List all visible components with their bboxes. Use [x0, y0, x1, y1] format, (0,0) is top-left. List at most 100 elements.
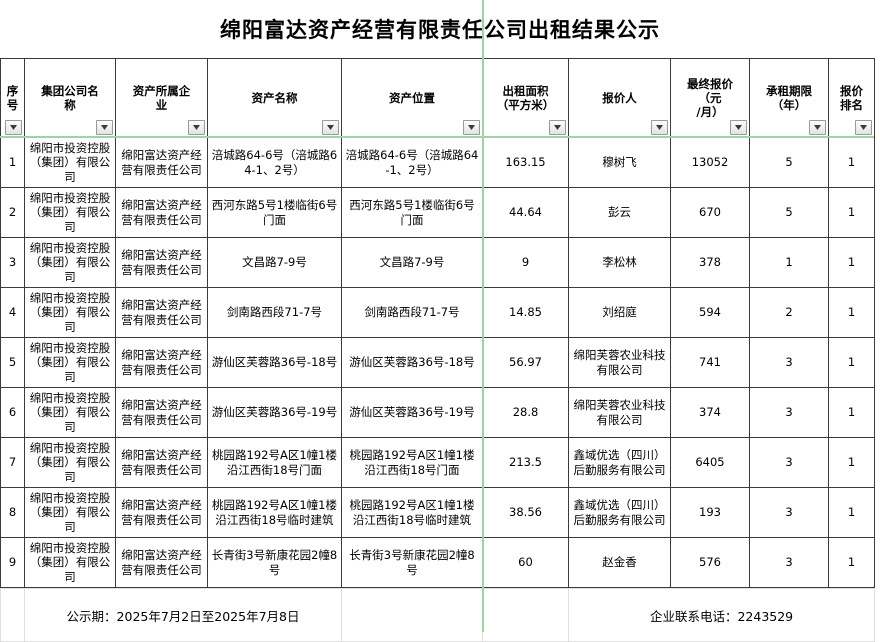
- cell-bidder: 鑫域优选（四川）后勤服务有限公司: [568, 437, 671, 488]
- filter-dropdown-icon-loc[interactable]: [463, 120, 480, 135]
- column-header-seq[interactable]: 序 号: [0, 58, 25, 138]
- filter-dropdown-icon-term[interactable]: [809, 120, 826, 135]
- footer-cell-spacer-area: [482, 588, 570, 642]
- cell-area: 56.97: [482, 337, 569, 388]
- cell-name: 长青街3号新康花园2幢8号: [207, 537, 342, 588]
- header-label-area-line2: （平方米）: [496, 98, 555, 112]
- cell-ent: 绵阳富达资产经营有限责任公司: [115, 337, 208, 388]
- footer-publicity-period: 公示期：2025年7月2日至2025年7月8日: [23, 588, 343, 642]
- cell-area: 60: [482, 537, 569, 588]
- column-header-loc[interactable]: 资产位置: [341, 58, 483, 138]
- cell-ent: 绵阳富达资产经营有限责任公司: [115, 487, 208, 538]
- cell-ent: 绵阳富达资产经营有限责任公司: [115, 237, 208, 288]
- filter-dropdown-icon-seq[interactable]: [5, 120, 22, 135]
- cell-loc: 长青街3号新康花园2幢8号: [341, 537, 483, 588]
- cell-group: 绵阳市投资控股（集团）有限公司: [24, 287, 116, 338]
- header-label-name: 资产名称: [251, 90, 298, 105]
- filter-dropdown-icon-price[interactable]: [730, 120, 747, 135]
- cell-term: 5: [749, 187, 829, 238]
- cell-group: 绵阳市投资控股（集团）有限公司: [24, 187, 116, 238]
- cell-term: 3: [749, 337, 829, 388]
- page-title-bar: 绵阳富达资产经营有限责任公司出租结果公示: [0, 0, 880, 58]
- cell-price: 13052: [670, 137, 750, 188]
- column-header-name[interactable]: 资产名称: [207, 58, 342, 138]
- cell-seq: 3: [0, 237, 25, 288]
- cell-group: 绵阳市投资控股（集团）有限公司: [24, 237, 116, 288]
- filter-dropdown-icon-name[interactable]: [322, 120, 339, 135]
- cell-bidder: 刘绍庭: [568, 287, 671, 338]
- column-header-rank[interactable]: 报价 排名: [828, 58, 875, 138]
- cell-bidder: 绵阳芙蓉农业科技有限公司: [568, 387, 671, 438]
- cell-term: 3: [749, 537, 829, 588]
- column-header-area[interactable]: 出租面积 （平方米）: [482, 58, 569, 138]
- header-label-price-line2: （元: [698, 90, 722, 105]
- cell-loc: 剑南路西段71-7号: [341, 287, 483, 338]
- header-label-ent-line2: 业: [155, 98, 168, 112]
- cell-rank: 1: [828, 337, 875, 388]
- table-row: 1 绵阳市投资控股（集团）有限公司 绵阳富达资产经营有限责任公司 涪城路64-6号（涪…: [0, 137, 875, 188]
- cell-rank: 1: [828, 537, 875, 588]
- footer-cell-spacer-loc: [341, 588, 484, 642]
- table-body: 1 绵阳市投资控股（集团）有限公司 绵阳富达资产经营有限责任公司 涪城路64-6号（涪…: [0, 137, 875, 588]
- header-label-seq-line1: 序: [6, 83, 19, 98]
- cell-area: 9: [482, 237, 569, 288]
- cell-name: 游仙区芙蓉路36号-18号: [207, 337, 342, 388]
- filter-dropdown-icon-ent[interactable]: [188, 120, 205, 135]
- table-row: 8 绵阳市投资控股（集团）有限公司 绵阳富达资产经营有限责任公司 桃园路192号A区1…: [0, 487, 875, 538]
- footer-cell-spacer-left: [0, 588, 25, 642]
- table-row: 9 绵阳市投资控股（集团）有限公司 绵阳富达资产经营有限责任公司 长青街3号新康花园2…: [0, 537, 875, 588]
- cell-bidder: 鑫域优选（四川）后勤服务有限公司: [568, 487, 671, 538]
- cell-group: 绵阳市投资控股（集团）有限公司: [24, 387, 116, 438]
- table-row: 3 绵阳市投资控股（集团）有限公司 绵阳富达资产经营有限责任公司 文昌路7-9号 文昌路…: [0, 237, 875, 288]
- cell-ent: 绵阳富达资产经营有限责任公司: [115, 187, 208, 238]
- cell-name: 桃园路192号A区1幢1楼沿江西街18号门面: [207, 437, 342, 488]
- column-header-term[interactable]: 承租期限 （年）: [749, 58, 829, 138]
- frozen-pane-vertical-divider: [482, 0, 484, 632]
- cell-price: 576: [670, 537, 750, 588]
- header-label-term-line1: 承租期限: [766, 83, 812, 98]
- cell-group: 绵阳市投资控股（集团）有限公司: [24, 337, 116, 388]
- cell-group: 绵阳市投资控股（集团）有限公司: [24, 537, 116, 588]
- column-header-price[interactable]: 最终报价 （元 /月）: [670, 58, 750, 138]
- cell-rank: 1: [828, 387, 875, 438]
- cell-group: 绵阳市投资控股（集团）有限公司: [24, 137, 116, 188]
- filter-dropdown-icon-rank[interactable]: [855, 120, 872, 135]
- column-header-group[interactable]: 集团公司名 称: [24, 58, 116, 138]
- cell-name: 文昌路7-9号: [207, 237, 342, 288]
- column-header-bidder[interactable]: 报价人: [568, 58, 671, 138]
- header-label-group-line1: 集团公司名: [41, 83, 99, 98]
- cell-name: 桃园路192号A区1幢1楼沿江西街18号临时建筑: [207, 487, 342, 538]
- filter-dropdown-icon-area[interactable]: [549, 120, 566, 135]
- cell-group: 绵阳市投资控股（集团）有限公司: [24, 487, 116, 538]
- cell-price: 378: [670, 237, 750, 288]
- cell-term: 2: [749, 287, 829, 338]
- cell-area: 14.85: [482, 287, 569, 338]
- cell-term: 3: [749, 487, 829, 538]
- table-row: 6 绵阳市投资控股（集团）有限公司 绵阳富达资产经营有限责任公司 游仙区芙蓉路36号-…: [0, 387, 875, 438]
- cell-ent: 绵阳富达资产经营有限责任公司: [115, 437, 208, 488]
- cell-price: 741: [670, 337, 750, 388]
- cell-seq: 6: [0, 387, 25, 438]
- footer-row: 公示期：2025年7月2日至2025年7月8日 企业联系电话：2243529: [0, 588, 876, 642]
- cell-name: 涪城路64-6号（涪城路64-1、2号）: [207, 137, 342, 188]
- cell-name: 西河东路5号1楼临街6号门面: [207, 187, 342, 238]
- filter-dropdown-icon-group[interactable]: [96, 120, 113, 135]
- table-row: 2 绵阳市投资控股（集团）有限公司 绵阳富达资产经营有限责任公司 西河东路5号1楼临街…: [0, 187, 875, 238]
- header-label-area-line1: 出租面积: [502, 83, 549, 98]
- cell-name: 剑南路西段71-7号: [207, 287, 342, 338]
- cell-rank: 1: [828, 137, 875, 188]
- cell-loc: 涪城路64-6号（涪城路64-1、2号）: [341, 137, 483, 188]
- table-row: 7 绵阳市投资控股（集团）有限公司 绵阳富达资产经营有限责任公司 桃园路192号A区1…: [0, 437, 875, 488]
- cell-area: 213.5: [482, 437, 569, 488]
- filter-dropdown-icon-bidder[interactable]: [651, 120, 668, 135]
- cell-area: 38.56: [482, 487, 569, 538]
- column-header-ent[interactable]: 资产所属企 业: [115, 58, 208, 138]
- cell-loc: 西河东路5号1楼临街6号门面: [341, 187, 483, 238]
- cell-rank: 1: [828, 487, 875, 538]
- frozen-pane-horizontal-divider: [0, 136, 874, 138]
- cell-bidder: 穆树飞: [568, 137, 671, 188]
- cell-bidder: 彭云: [568, 187, 671, 238]
- cell-area: 163.15: [482, 137, 569, 188]
- cell-term: 3: [749, 437, 829, 488]
- header-label-ent-line1: 资产所属企: [132, 83, 191, 98]
